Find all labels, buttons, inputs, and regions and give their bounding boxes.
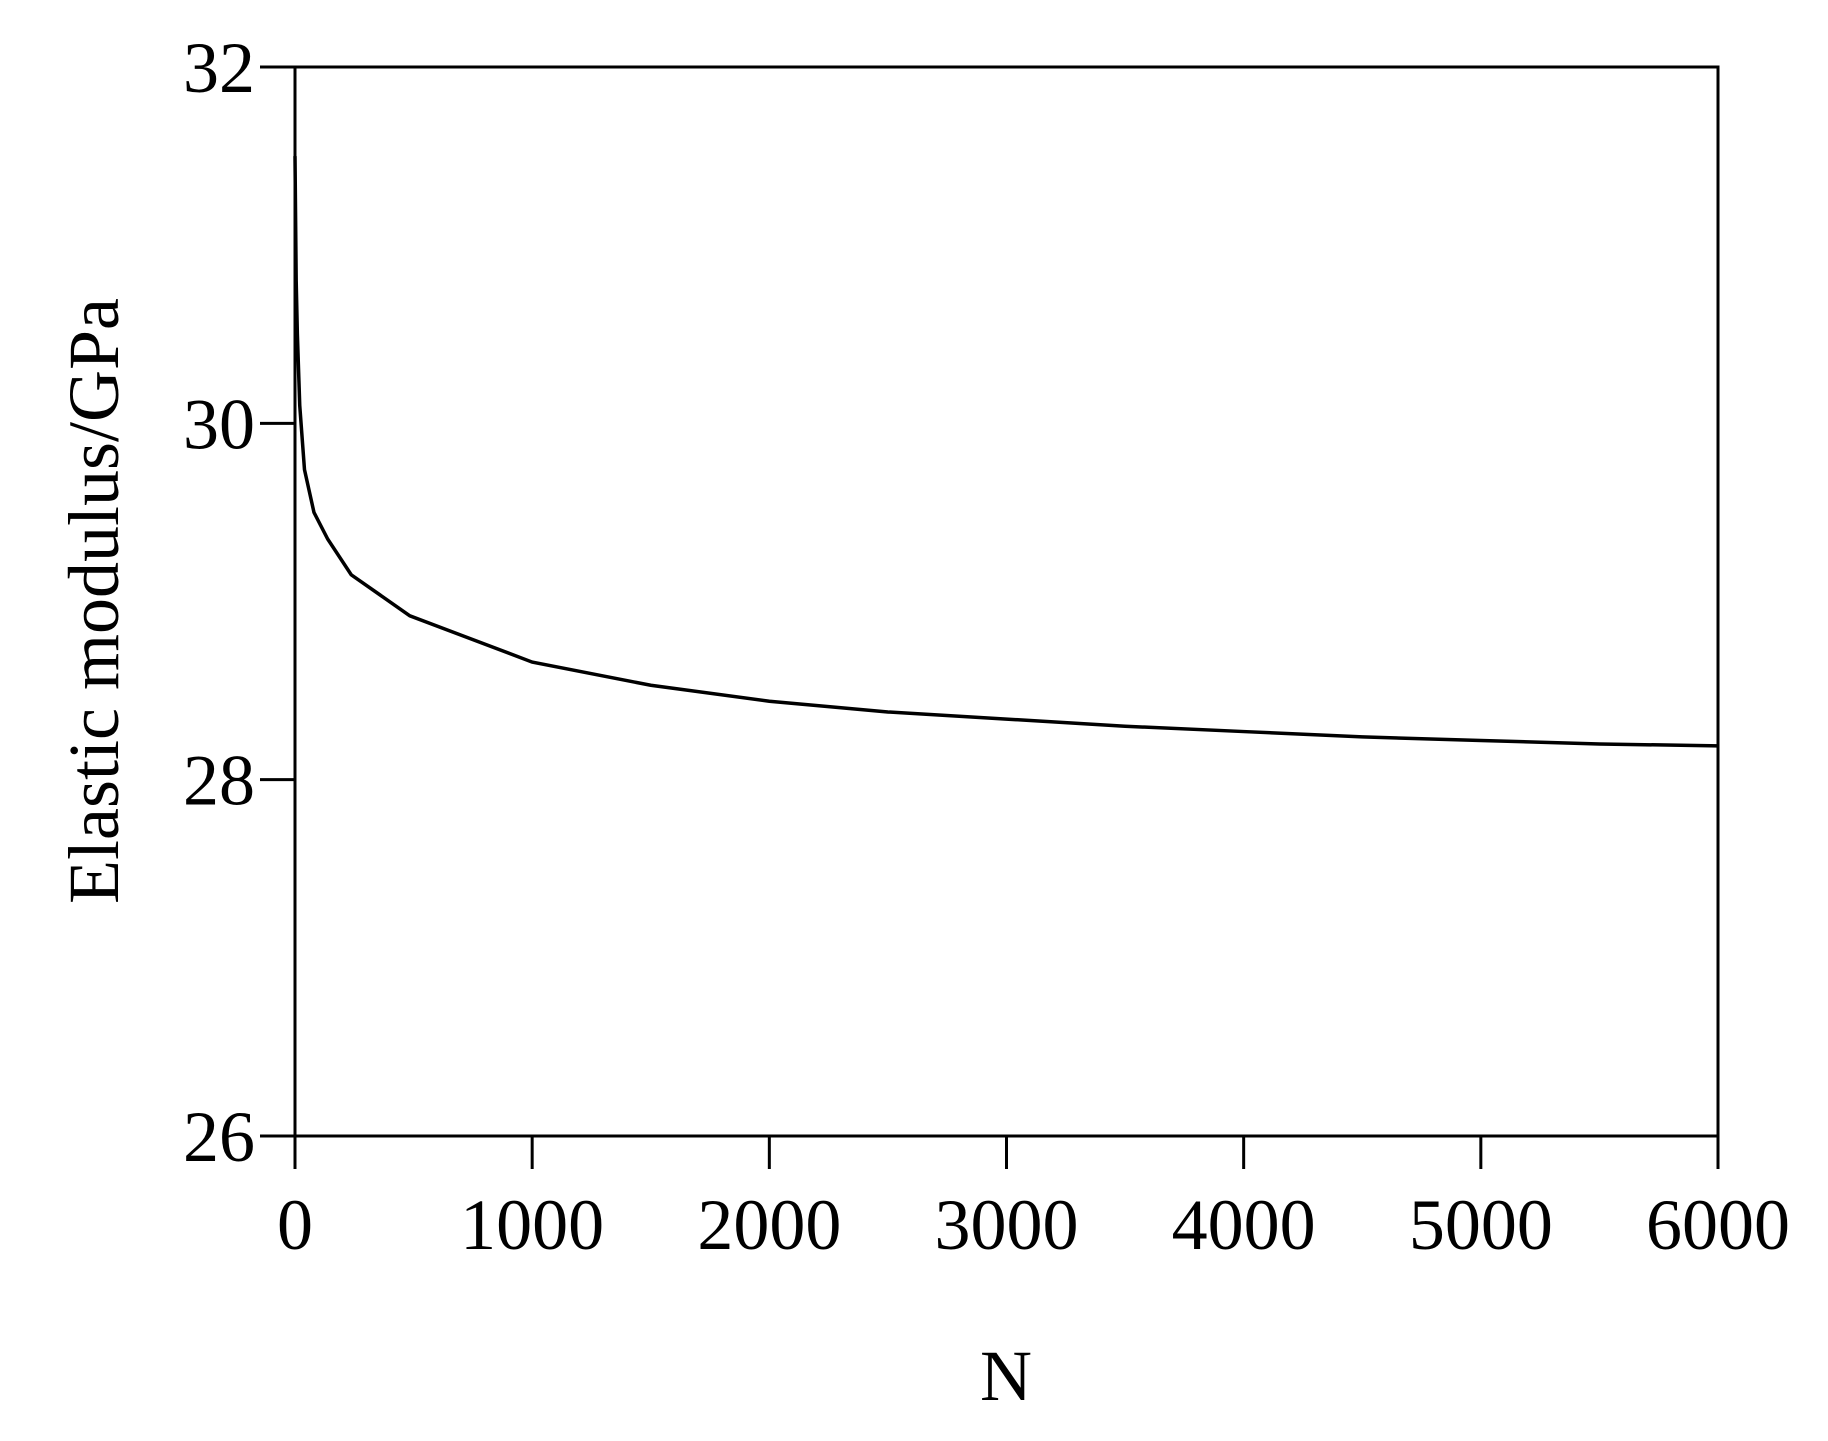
x-tick-label: 0 (277, 1185, 313, 1265)
x-tick-label: 2000 (697, 1185, 841, 1265)
y-tick-label: 32 (183, 28, 255, 108)
x-axis-label: N (980, 1336, 1032, 1416)
y-axis-label: Elastic modulus/GPa (54, 298, 134, 904)
y-tick-label: 28 (183, 741, 255, 821)
plot-frame (293, 65, 1720, 1138)
y-tick-label: 26 (183, 1097, 255, 1177)
x-tick-label: 1000 (460, 1185, 604, 1265)
x-tick-label: 6000 (1646, 1185, 1790, 1265)
x-tick-label: 4000 (1172, 1185, 1316, 1265)
x-tick-label: 3000 (935, 1185, 1079, 1265)
data-line (293, 156, 1719, 748)
x-tick-label: 5000 (1409, 1185, 1553, 1265)
y-tick-label: 30 (183, 384, 255, 464)
